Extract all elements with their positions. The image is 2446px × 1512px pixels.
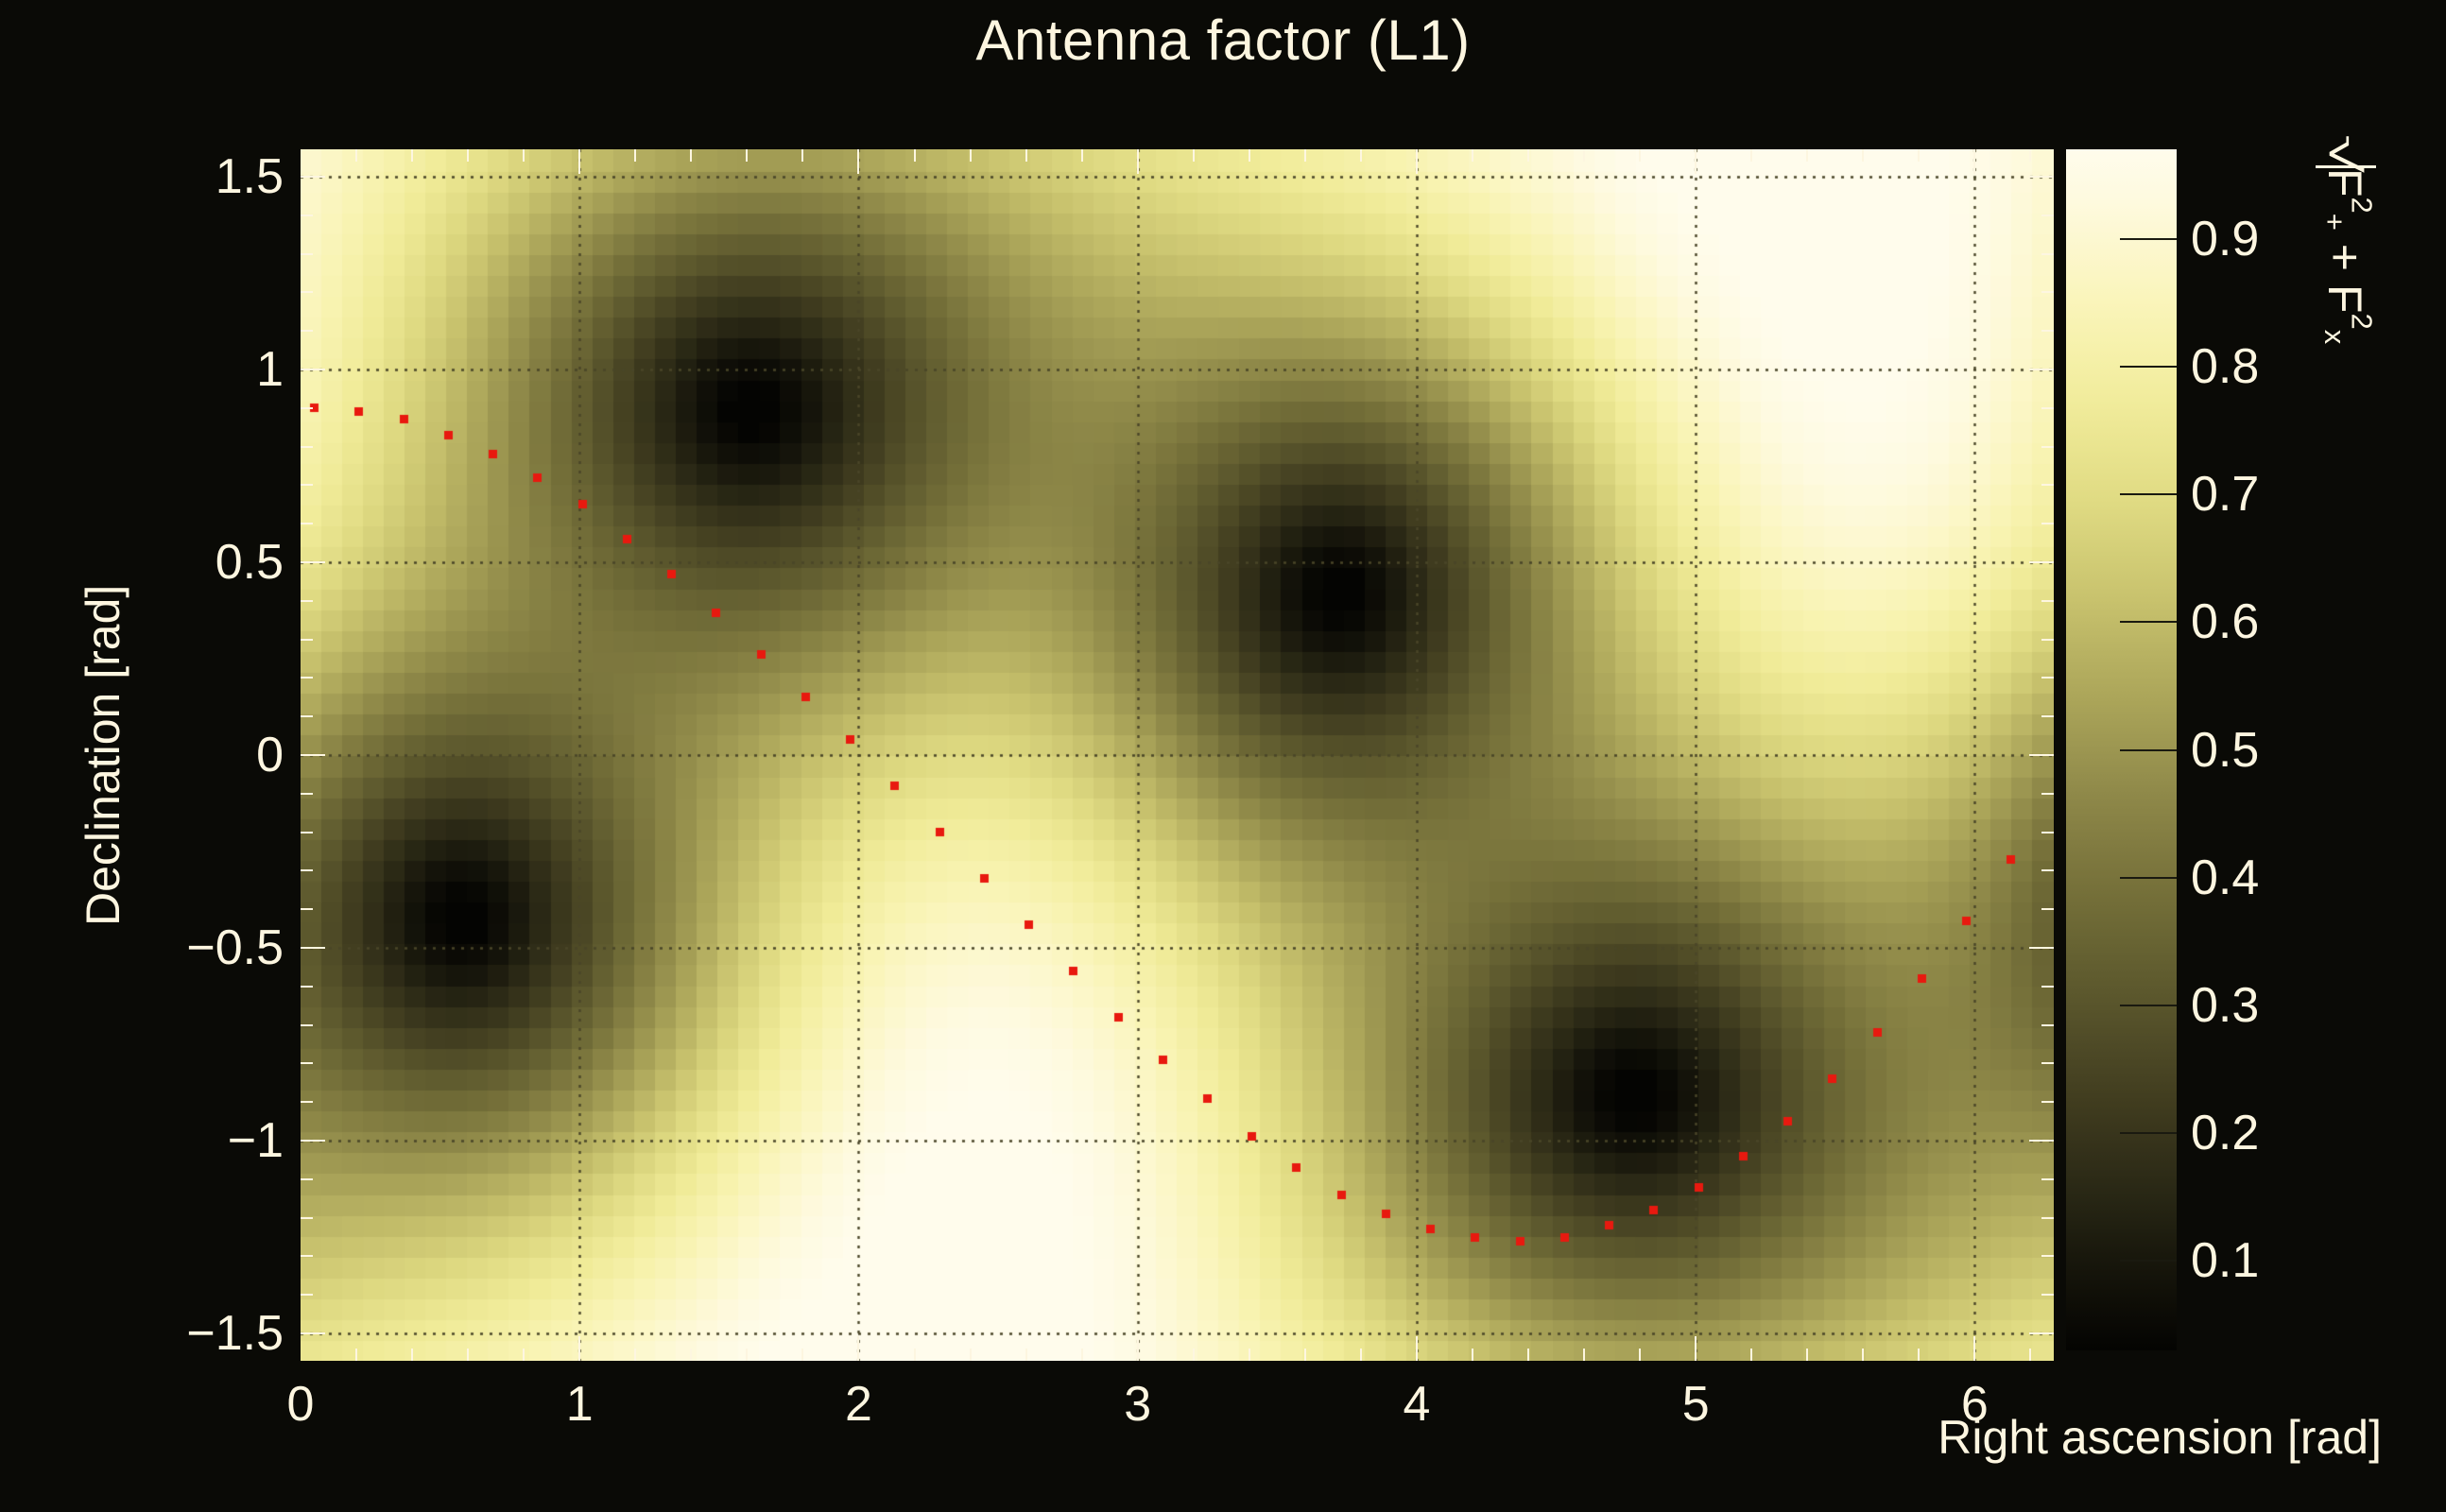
colorbar-tick-label: 0.3 bbox=[2191, 977, 2260, 1033]
x-axis-tick-label: 1 bbox=[565, 1377, 594, 1432]
colorbar-tick-label: 0.6 bbox=[2191, 594, 2260, 650]
colorbar-tick-label: 0.2 bbox=[2191, 1106, 2260, 1161]
colorbar-tick bbox=[2120, 365, 2177, 368]
colorbar-title: √F2+ + F2x bbox=[2316, 134, 2379, 344]
x-axis-tick-label: 6 bbox=[1960, 1377, 1989, 1432]
x-axis-tick-label: 4 bbox=[1403, 1377, 1431, 1432]
colorbar-tick-label: 0.8 bbox=[2191, 338, 2260, 394]
x-axis-tick-label: 3 bbox=[1124, 1377, 1152, 1432]
colorbar-tick bbox=[2120, 876, 2177, 879]
colorbar-tick-label: 0.5 bbox=[2191, 722, 2260, 778]
colorbar-tick bbox=[2120, 1004, 2177, 1006]
colorbar-tick bbox=[2120, 493, 2177, 496]
y-axis-tick-label: 0.5 bbox=[215, 534, 284, 590]
heatmap-plot-area[interactable] bbox=[301, 149, 2054, 1361]
colorbar-tick bbox=[2120, 621, 2177, 624]
y-axis-tick-label: 1.5 bbox=[215, 148, 284, 204]
y-axis-tick-label: 0 bbox=[256, 728, 284, 782]
colorbar[interactable] bbox=[2066, 149, 2177, 1350]
colorbar-tick bbox=[2120, 748, 2177, 751]
y-axis-tick-label: −0.5 bbox=[186, 920, 284, 976]
colorbar-tick bbox=[2120, 1132, 2177, 1135]
x-axis-tick-label: 0 bbox=[286, 1377, 315, 1432]
x-axis-tick-label: 2 bbox=[844, 1377, 872, 1432]
x-axis-tick-label: 5 bbox=[1681, 1377, 1710, 1432]
y-axis-tick-label: −1 bbox=[227, 1113, 284, 1169]
colorbar-tick bbox=[2120, 237, 2177, 240]
radical-icon: √ bbox=[2320, 134, 2369, 173]
y-axis-title: Declination [rad] bbox=[77, 584, 129, 926]
colorbar-tick-label: 0.7 bbox=[2191, 467, 2260, 523]
galactic-plane-curve bbox=[301, 149, 2054, 1361]
colorbar-tick-label: 0.4 bbox=[2191, 850, 2260, 905]
page-title: Antenna factor (L1) bbox=[975, 9, 1471, 72]
colorbar-tick-label: 0.1 bbox=[2191, 1233, 2260, 1289]
x-axis-title: Right ascension [rad] bbox=[1938, 1411, 2382, 1464]
colorbar-tick bbox=[2120, 1260, 2177, 1263]
y-axis-tick-label: 1 bbox=[256, 341, 284, 397]
y-axis-tick-label: −1.5 bbox=[186, 1306, 284, 1362]
colorbar-tick-label: 0.9 bbox=[2191, 211, 2260, 266]
